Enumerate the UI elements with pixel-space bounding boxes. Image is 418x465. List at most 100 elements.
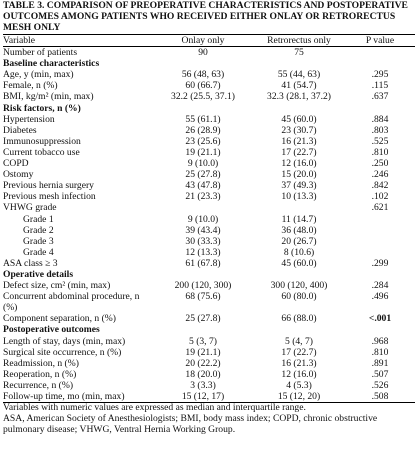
table-cell: 45 (60.0) [281,257,317,269]
table-cell: .842 [371,180,389,192]
table-cell: Grade 1 [23,213,54,225]
table-cell: .496 [371,291,389,303]
table-cell: 12 (13.3) [185,246,221,258]
table-cell: 3 (3.3) [190,379,216,391]
section-row: Risk factors, n (%) [3,103,415,114]
table-row: COPD 9 (10.0) 12 (16.0) .250 [3,158,415,169]
table-cell: COPD [3,158,29,170]
table-row: BMI, kg/m² (min, max) 32.2 (25.5, 37.1) 32… [3,91,415,102]
table-cell: ASA class ≥ 3 [3,257,58,269]
table-cell: 11 (14.7) [281,213,317,225]
table-cell: 9 (10.0) [187,158,219,170]
table-cell: 60 (66.7) [185,80,221,92]
table-row: Grade 3 30 (33.3) 20 (26.7) [3,236,415,247]
table-cell [345,214,415,225]
table-cell: 10 (13.3) [281,191,317,203]
table-row: Component separation, n (%) 25 (27.8) 66 (… [3,313,415,324]
table-cell: 41 (54.7) [281,80,317,92]
table-row: Hypertension 55 (61.1) 45 (60.0) .884 [3,114,415,125]
table-row: Female, n (%) 60 (66.7) 41 (54.7) .115 [3,80,415,91]
table-cell: 60 (80.0) [281,291,317,303]
table-cell: 17 (22.7) [281,346,317,358]
header-row: Variable Onlay only Retrorectus only P valu… [3,33,415,48]
table-cell: .102 [371,191,389,203]
column-header: P value [345,33,415,48]
table-cell: Concurrent abdominal procedure, n (%) [3,291,140,314]
table-cell: 23 (30.7) [281,124,317,136]
table-cell: 26 (28.9) [185,124,221,136]
table-row: VHWG grade .621 [3,202,415,213]
table-row: Defect size, cm² (min, max) 200 (120, 300… [3,280,415,291]
table-cell: 90 [198,47,208,59]
table-cell: Defect size, cm² (min, max) [3,280,111,292]
footnotes: Variables with numeric values are expres… [3,402,415,435]
table-cell: Previous hernia surgery [3,180,94,192]
table-cell: Length of stay, days (min, max) [3,335,126,347]
table-row: Grade 4 12 (13.3) 8 (10.6) [3,247,415,258]
table-row: Readmission, n (%) 20 (22.2) 16 (21.3) .891 [3,358,415,369]
section-heading: Baseline characteristics [3,58,100,70]
table-cell: 4 (5.3) [286,379,312,391]
table-cell: 21 (23.3) [185,191,221,203]
table-cell: Component separation, n (%) [3,313,116,325]
table-cell: 20 (22.2) [185,357,221,369]
table-cell: 68 (75.6) [185,291,221,303]
section-heading: Operative details [3,268,74,280]
table-cell: Age, y (min, max) [3,69,74,81]
table-row: Grade 1 9 (10.0) 11 (14.7) [3,214,415,225]
table-cell: .246 [371,169,389,181]
column-header: Onlay only [153,33,253,48]
table-cell: .250 [371,158,389,170]
table-cell: BMI, kg/m² (min, max) [3,91,94,103]
table-row: Follow-up time, mo (min, max) 15 (12, 17)… [3,391,415,404]
table-cell [345,236,415,247]
table-cell: 19 (21.1) [185,346,221,358]
table-cell: Number of patients [3,47,78,59]
table-cell: 25 (27.8) [185,313,221,325]
table-cell: .115 [371,80,389,92]
table-cell: 15 (12, 20) [253,391,345,404]
table-cell: .968 [371,335,389,347]
table-cell: Readmission, n (%) [3,357,79,369]
table-cell: Immunosuppression [3,135,81,147]
table-cell [345,225,415,236]
table-cell: <.001 [368,313,392,325]
table-cell: 43 (47.8) [185,180,221,192]
table-cell: .508 [345,391,415,404]
table-cell: 45 (60.0) [281,113,317,125]
table-cell: Grade 4 [23,246,54,258]
table-cell: 30 (33.3) [185,235,221,247]
table-cell: 16 (21.3) [281,357,317,369]
table-row: ASA class ≥ 3 61 (67.8) 45 (60.0) .299 [3,258,415,269]
table-cell: 5 (3, 7) [189,335,217,347]
table-cell: 20 (26.7) [281,235,317,247]
table-cell: .810 [371,146,389,158]
footnote: ASA, American Society of Anesthesiologis… [3,412,378,435]
table-cell: .803 [371,124,389,136]
table-cell: .284 [371,280,389,292]
table-cell: Grade 3 [23,235,54,247]
table-cell: 23 (25.6) [185,135,221,147]
table-body: Number of patients 90 75 Baseline character… [3,47,415,404]
table-row: Recurrence, n (%) 3 (3.3) 4 (5.3) .526 [3,380,415,391]
section-row: Baseline characteristics [3,58,415,69]
table-cell: Previous mesh infection [3,191,96,203]
table-cell: Follow-up time, mo (min, max) [3,391,153,404]
table-title: TABLE 3. COMPARISON OF PREOPERATIVE CHAR… [3,0,408,33]
table-cell: 12 (16.0) [281,368,317,380]
table-cell: Current tobacco use [3,146,80,158]
section-heading: Postoperative outcomes [3,324,100,336]
table-cell: 19 (21.1) [185,146,221,158]
table-row: Immunosuppression 23 (25.6) 16 (21.3) .525 [3,136,415,147]
table-cell: 15 (12, 17) [153,391,253,404]
section-row: Operative details [3,269,415,280]
table-cell: .525 [371,135,389,147]
table-cell: 32.2 (25.5, 37.1) [171,91,235,103]
table-cell: .507 [371,368,389,380]
table-row: Previous mesh infection 21 (23.3) 10 (13.3… [3,191,415,202]
table-cell: 61 (67.8) [185,257,221,269]
table-cell: 15 (20.0) [281,169,317,181]
table-cell: .810 [371,346,389,358]
table-cell: 25 (27.8) [185,169,221,181]
